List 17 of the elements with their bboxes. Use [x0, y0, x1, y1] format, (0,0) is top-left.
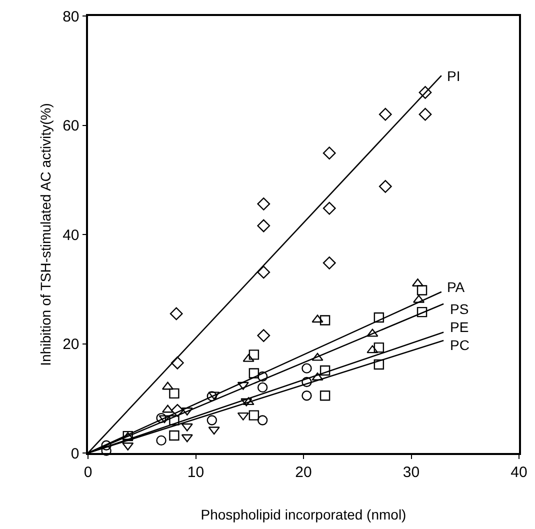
- series-label: PE: [450, 319, 469, 335]
- y-tick-label: 60: [62, 118, 80, 134]
- y-axis-title: Inhibition of TSH-stimulated AC activity(%): [38, 103, 54, 366]
- x-tick-label: 10: [187, 464, 204, 481]
- y-tick-label: 80: [62, 8, 80, 26]
- series-label: PC: [450, 337, 470, 353]
- series-label: PS: [450, 301, 469, 317]
- y-tick-label: 0: [70, 445, 80, 462]
- series-label: PA: [447, 279, 466, 295]
- y-tick-label: 20: [62, 336, 80, 353]
- x-tick-label: 40: [510, 464, 528, 481]
- x-axis-title: Phospholipid incorporated (nmol): [200, 506, 406, 523]
- x-tick-label: 20: [295, 464, 312, 481]
- y-tick-label: 40: [62, 226, 80, 244]
- series-label: PI: [447, 68, 460, 84]
- x-tick-label: 30: [402, 464, 420, 481]
- x-tick-label: 0: [84, 464, 92, 481]
